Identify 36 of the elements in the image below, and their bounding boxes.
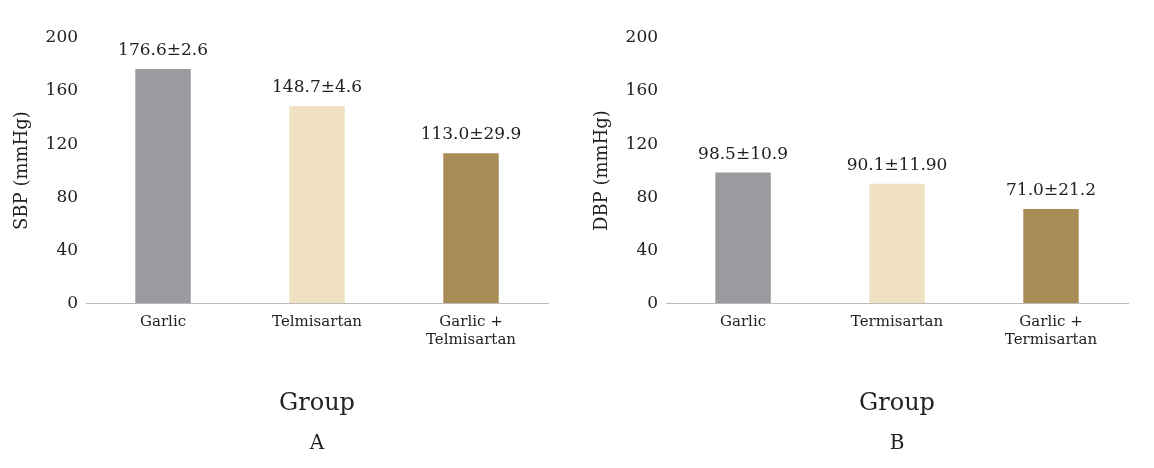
y-tick-label: 80 <box>636 185 659 206</box>
x-axis-title: Group <box>859 387 935 416</box>
y-tick-label: 80 <box>56 185 79 206</box>
y-tick-label: 120 <box>45 132 79 153</box>
data-label: 98.5±10.9 <box>698 142 789 163</box>
x-tick-label: Termisartan <box>850 312 944 331</box>
text: B <box>889 430 905 455</box>
x-tick-label: Garlic <box>139 312 187 331</box>
text: A <box>308 430 325 455</box>
y-tick-label: 160 <box>625 79 659 100</box>
x-tick-label: Telmisartan <box>272 312 363 331</box>
x-tick-label: Garlic + Termisartan <box>1004 312 1098 349</box>
data-label: 71.0±21.2 <box>1006 178 1096 199</box>
x-tick-label: Garlic <box>719 312 767 331</box>
bar <box>443 153 499 304</box>
data-label: 148.7±4.6 <box>272 75 362 96</box>
bar <box>289 106 345 304</box>
y-tick-label: 0 <box>67 291 79 312</box>
y-tick-label: 120 <box>625 132 659 153</box>
x-tick-label: Garlic + Telmisartan <box>426 312 517 349</box>
y-tick-label: 200 <box>625 26 659 47</box>
y-axis-title: SBP (mmHg) <box>10 111 32 230</box>
y-tick-label: 40 <box>56 238 79 259</box>
y-tick-label: 40 <box>636 238 659 259</box>
y-tick-label: 160 <box>45 79 79 100</box>
y-axis-title: DBP (mmHg) <box>590 110 612 232</box>
data-label: 176.6±2.6 <box>118 38 209 59</box>
bar <box>715 172 771 304</box>
bar <box>869 183 925 304</box>
y-tick-label: 0 <box>647 291 659 312</box>
data-label: 113.0±29.9 <box>420 123 522 144</box>
bar <box>1023 209 1079 304</box>
data-label: 90.1±11.90 <box>846 153 948 174</box>
bar <box>135 69 191 304</box>
x-axis-title: Group <box>279 387 355 416</box>
y-tick-label: 200 <box>45 26 79 47</box>
